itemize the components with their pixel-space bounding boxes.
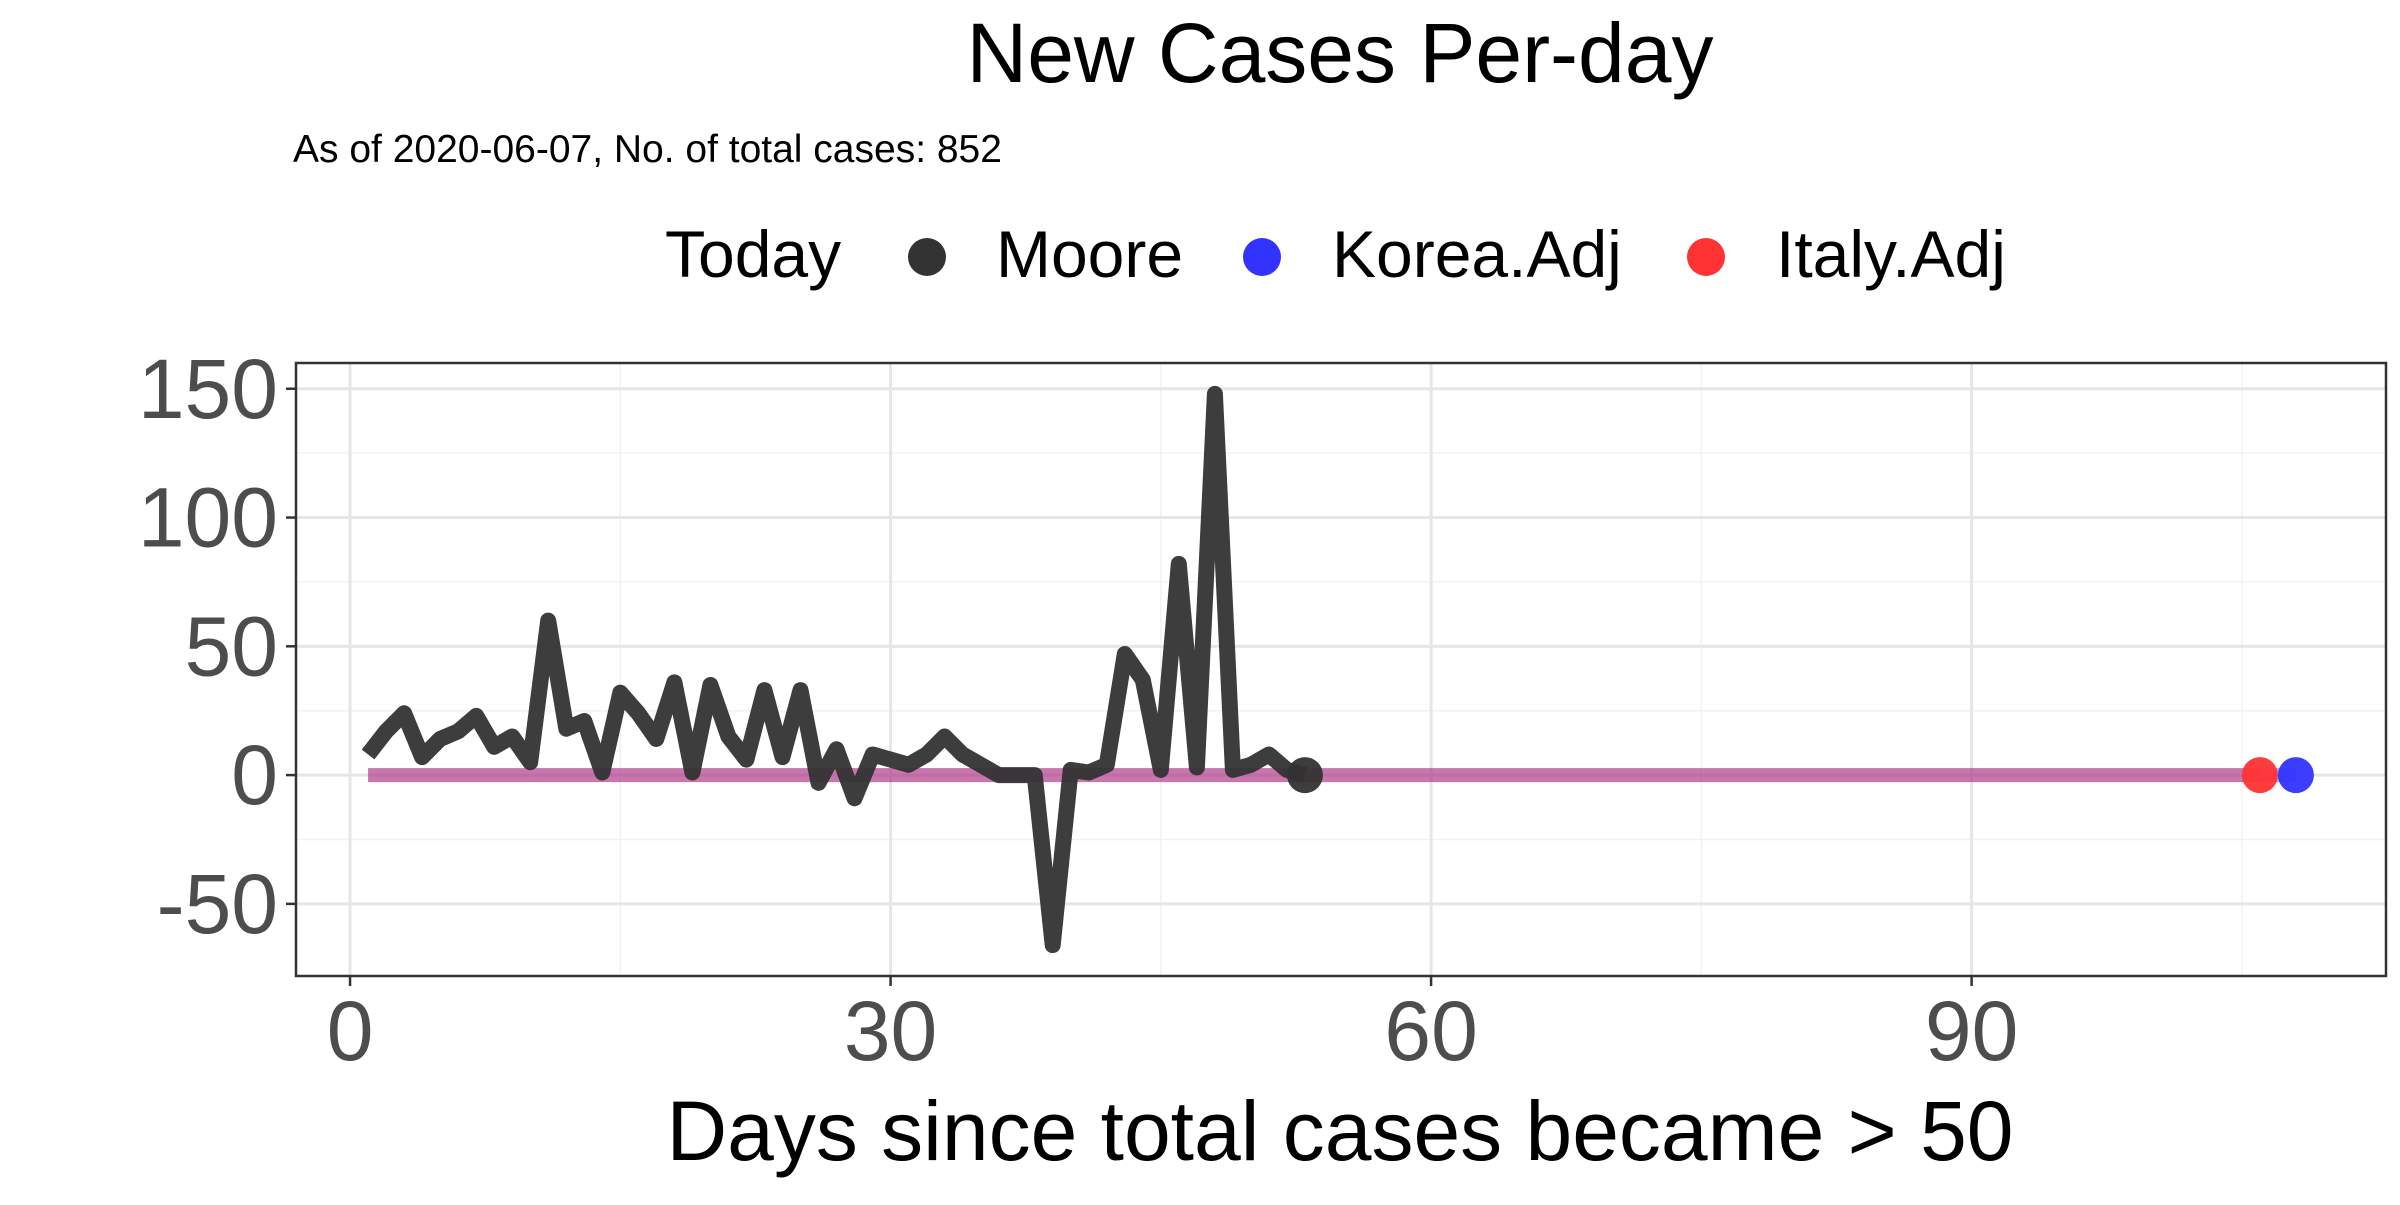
legend-key-moore bbox=[908, 238, 946, 276]
series-line-moore bbox=[361, 385, 1308, 954]
grid bbox=[296, 363, 2386, 976]
plot-panel-border bbox=[294, 361, 2388, 978]
y-tick-label: 50 bbox=[185, 599, 278, 693]
legend-title: Today bbox=[665, 217, 841, 291]
legend-label-moore: Moore bbox=[996, 217, 1183, 291]
x-tick-label: 30 bbox=[844, 984, 937, 1078]
legend-label-italy: Italy.Adj bbox=[1776, 217, 2006, 291]
x-axis-label: Days since total cases became > 50 bbox=[666, 1084, 2013, 1178]
today-point-italy-adj bbox=[2241, 757, 2278, 794]
y-tick-label: 100 bbox=[138, 471, 278, 565]
chart-title: New Cases Per-day bbox=[967, 6, 1714, 100]
x-tick-label: 90 bbox=[1925, 984, 2018, 1078]
y-tick-label: 0 bbox=[231, 728, 278, 822]
legend-key-italy bbox=[1687, 238, 1725, 276]
x-tick-label: 60 bbox=[1384, 984, 1477, 1078]
today-point-korea-adj bbox=[2277, 757, 2314, 794]
today-points bbox=[1286, 757, 2314, 794]
legend-key-korea bbox=[1243, 238, 1281, 276]
x-axis: 0 30 60 90 bbox=[327, 976, 2018, 1078]
series-lines bbox=[361, 385, 2296, 954]
legend: Today Moore Korea.Adj Italy.Adj bbox=[665, 217, 2006, 291]
y-tick-label: -50 bbox=[157, 857, 278, 951]
legend-label-korea: Korea.Adj bbox=[1332, 217, 1622, 291]
today-point-moore bbox=[1286, 757, 1323, 794]
y-tick-label: 150 bbox=[138, 342, 278, 436]
x-tick-label: 0 bbox=[327, 984, 374, 1078]
y-axis: -50 0 50 100 150 bbox=[138, 342, 296, 951]
chart-subtitle: As of 2020-06-07, No. of total cases: 85… bbox=[293, 128, 1002, 171]
